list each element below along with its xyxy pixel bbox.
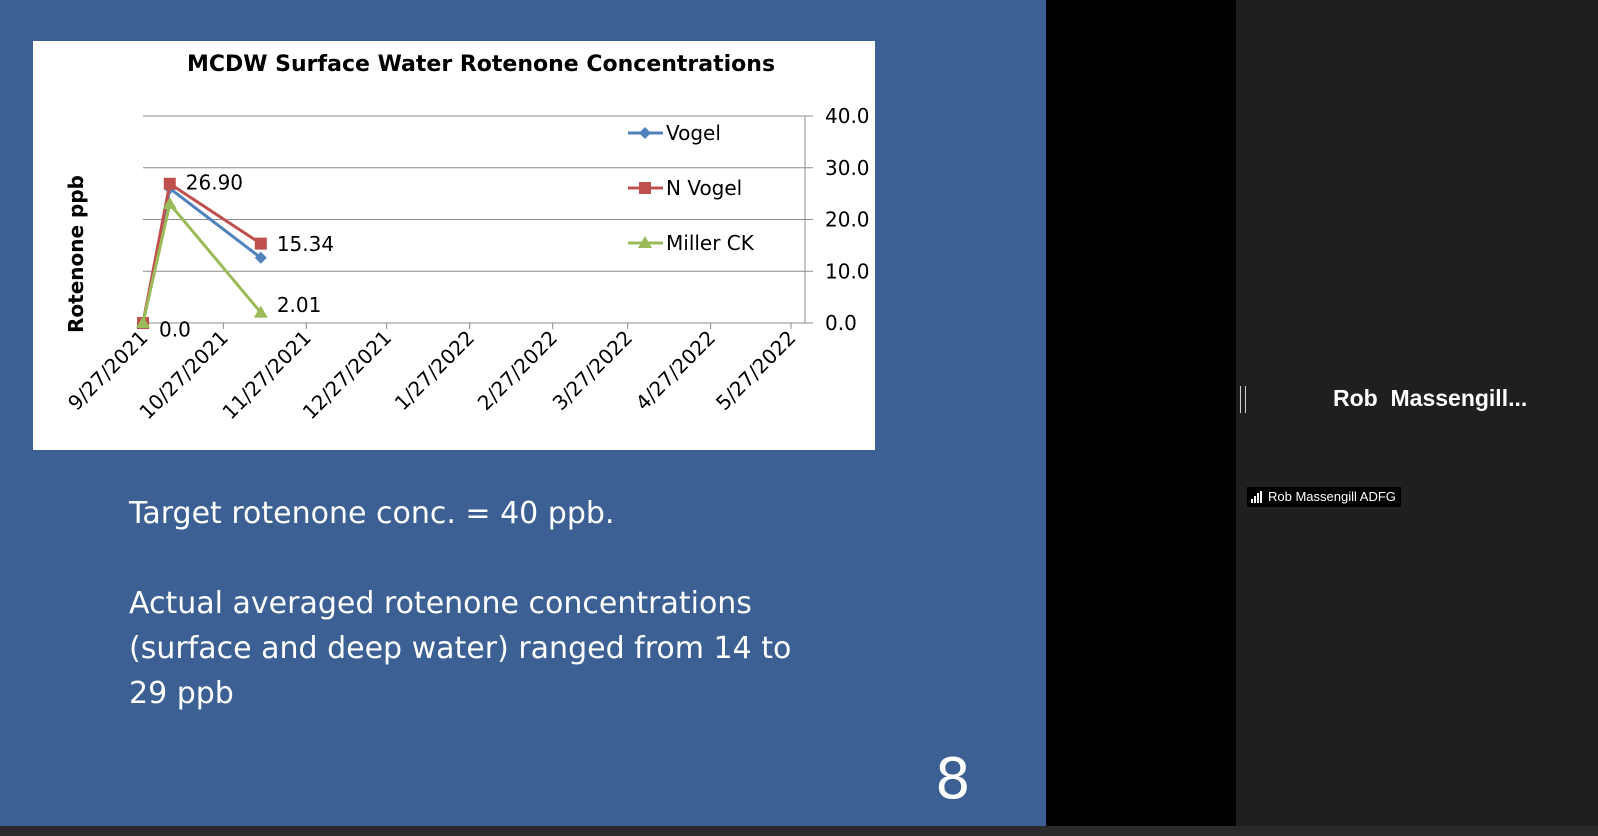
panel-resize-handle[interactable]: [1240, 386, 1246, 413]
x-tick-label: 5/27/2022: [711, 326, 800, 415]
participant-display-name: Rob Massengill...: [1333, 385, 1528, 411]
actual-concentration-text: Actual averaged rotenone concentrations …: [129, 586, 792, 711]
x-tick-label: 3/27/2022: [548, 326, 637, 415]
data-point-n-vogel: [254, 237, 267, 250]
chart-title: MCDW Surface Water Rotenone Concentratio…: [187, 52, 775, 77]
y-tick-label: 20.0: [825, 208, 870, 232]
connection-signal-icon: [1251, 491, 1263, 503]
series-line-n-vogel: [141, 182, 262, 324]
data-point-miller-ck: [162, 196, 177, 209]
data-label: 26.90: [186, 170, 243, 194]
participant-video-panel: [1236, 0, 1598, 826]
legend-label: Miller CK: [666, 231, 755, 255]
y-tick-label: 0.0: [825, 311, 857, 335]
y-axis-label: Rotenone ppb: [64, 175, 88, 333]
x-tick-label: 2/27/2022: [473, 326, 562, 415]
legend-marker: [639, 182, 651, 194]
presentation-slide: MCDW Surface Water Rotenone Concentratio…: [0, 0, 1046, 826]
participant-name-tag: Rob Massengill ADFG: [1247, 487, 1401, 507]
data-label: 15.34: [277, 232, 334, 256]
rotenone-chart: MCDW Surface Water Rotenone Concentratio…: [33, 41, 875, 450]
data-point-vogel: [254, 251, 267, 264]
legend-marker: [639, 127, 651, 139]
legend-marker: [638, 236, 652, 248]
y-tick-label: 40.0: [825, 104, 870, 128]
y-tick-label: 10.0: [825, 259, 870, 283]
legend-label: N Vogel: [666, 176, 742, 200]
legend-label: Vogel: [666, 121, 721, 145]
meeting-bottom-bar: [0, 826, 1598, 836]
slide-number: 8: [935, 747, 971, 812]
participant-name-tag-label: Rob Massengill ADFG: [1268, 489, 1396, 504]
chart-svg: MCDW Surface Water Rotenone Concentratio…: [63, 52, 870, 424]
data-label: 0.0: [159, 318, 191, 342]
series-line-vogel: [141, 186, 262, 324]
y-tick-label: 30.0: [825, 156, 870, 180]
series-line-miller-ck: [141, 202, 262, 324]
shared-screen-margin: [1046, 0, 1236, 826]
data-label: 2.01: [277, 293, 322, 317]
data-point-n-vogel: [163, 177, 176, 190]
data-point-miller-ck: [253, 305, 268, 318]
x-tick-label: 4/27/2022: [631, 326, 720, 415]
x-tick-label: 1/27/2022: [390, 326, 479, 415]
target-concentration-text: Target rotenone conc. = 40 ppb.: [129, 496, 615, 531]
data-point-miller-ck: [136, 316, 150, 328]
